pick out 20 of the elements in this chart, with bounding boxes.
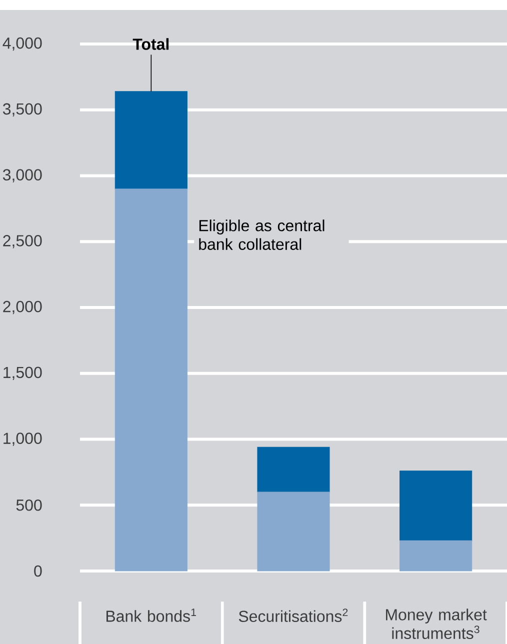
y-tick-label: 1,000: [4, 432, 42, 446]
x-tick-label: Money market instruments$^{3}$: [386, 608, 487, 640]
series-label: Eligible as central bank collateral: [199, 220, 324, 250]
bar: [114, 188, 188, 572]
bar: [400, 540, 472, 572]
y-tick-label: 4,000: [2, 37, 42, 51]
y-tick-label: 2,000: [3, 300, 42, 314]
bar: [257, 492, 330, 572]
x-tick-label: Bank bonds$^{1}$: [106, 608, 196, 622]
y-tick-label: 3,500: [2, 103, 42, 117]
x-tick-label: Securitisations$^{2}$: [238, 608, 348, 622]
bar: [257, 446, 330, 492]
bar: [114, 91, 188, 190]
bar: [400, 470, 472, 541]
y-tick-label: 1,500: [4, 366, 42, 380]
y-tick-label: 3,000: [2, 169, 42, 182]
y-tick-label: 0: [34, 565, 42, 577]
text: Total: [132, 38, 169, 50]
y-tick-label: 2,500: [3, 235, 42, 248]
y-tick-label: 500: [16, 499, 42, 511]
